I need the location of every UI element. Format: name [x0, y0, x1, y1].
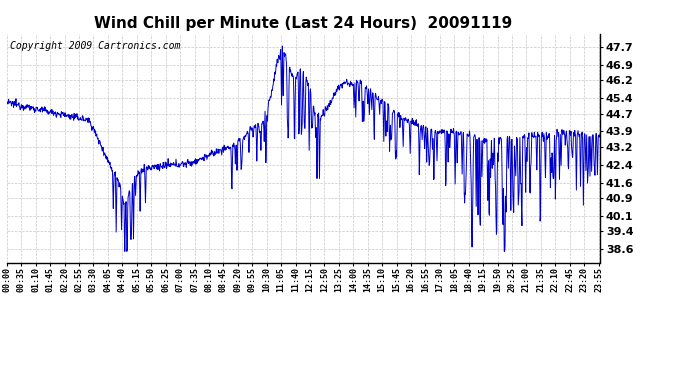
Title: Wind Chill per Minute (Last 24 Hours)  20091119: Wind Chill per Minute (Last 24 Hours) 20…	[95, 16, 513, 31]
Text: Copyright 2009 Cartronics.com: Copyright 2009 Cartronics.com	[10, 40, 180, 51]
